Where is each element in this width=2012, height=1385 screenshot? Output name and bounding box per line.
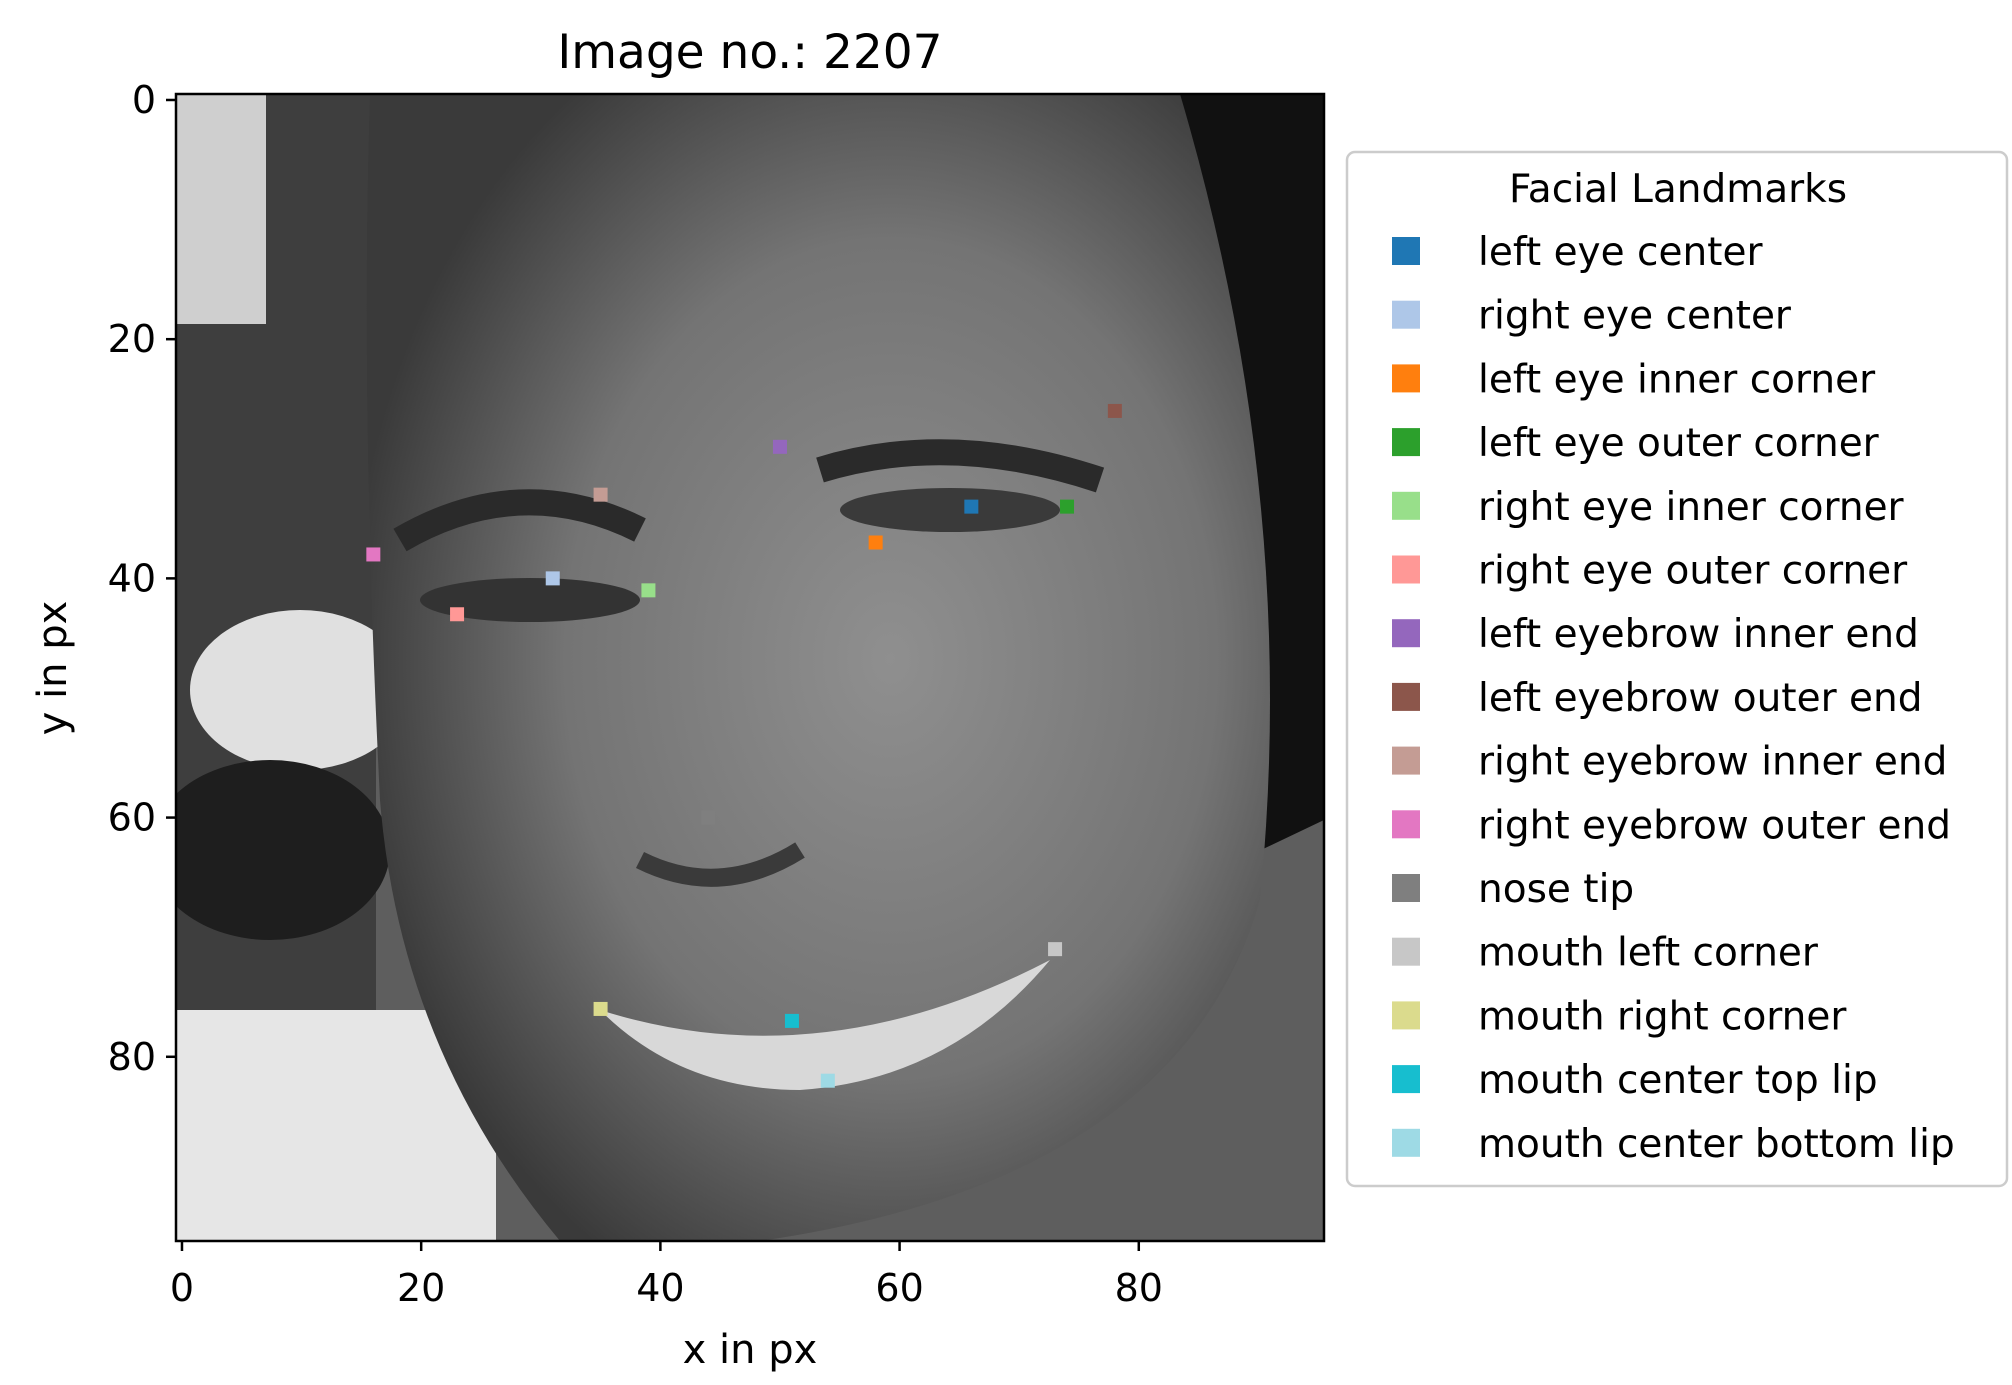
legend-box — [1345, 150, 2009, 1188]
legend-swatch — [1392, 1001, 1420, 1030]
legend-entry-label: mouth left corner — [1478, 931, 1819, 976]
legend-swatch — [1392, 428, 1420, 457]
legend-swatch — [1392, 1128, 1420, 1157]
legend-entry-label: right eyebrow outer end — [1478, 803, 1951, 848]
legend-swatch — [1392, 300, 1420, 329]
landmark-points — [366, 403, 1122, 1088]
y-axis-label: y in px — [30, 601, 76, 736]
landmark-point — [545, 571, 560, 586]
landmark-point — [1048, 942, 1063, 957]
landmark-point — [593, 487, 608, 502]
landmark-point — [366, 547, 381, 562]
legend-swatch — [1392, 491, 1420, 520]
landmark-point — [964, 499, 979, 514]
legend-swatch — [1392, 682, 1420, 711]
legend-entry-label: right eye center — [1478, 294, 1792, 339]
chart-title: Image no.: 2207 — [557, 25, 942, 80]
legend: Facial Landmarks left eye center right ey… — [1345, 150, 2009, 1188]
legend-swatch — [1392, 810, 1420, 839]
legend-entry-label: left eyebrow inner end — [1478, 612, 1919, 657]
y-tick-label: 20 — [108, 317, 156, 361]
legend-swatch — [1392, 746, 1420, 775]
y-tick-label: 80 — [108, 1035, 156, 1079]
legend-swatch — [1392, 555, 1420, 584]
x-tick-label: 0 — [170, 1266, 194, 1310]
legend-entry-label: mouth right corner — [1478, 994, 1847, 1039]
legend-entry-label: left eye center — [1478, 230, 1763, 275]
landmark-point — [1060, 499, 1075, 514]
x-tick-label: 80 — [1115, 1266, 1163, 1310]
y-tick-label: 60 — [108, 796, 156, 840]
legend-swatch — [1392, 619, 1420, 648]
x-tick-label: 40 — [636, 1266, 684, 1310]
legend-title: Facial Landmarks — [1509, 167, 1847, 212]
legend-swatch — [1392, 237, 1420, 265]
legend-entry-label: right eye outer corner — [1478, 549, 1908, 594]
legend-entry-label: nose tip — [1478, 867, 1634, 912]
landmark-point — [593, 1001, 608, 1016]
face-photo — [176, 94, 1324, 1241]
x-tick-label: 60 — [875, 1266, 923, 1310]
legend-entry-label: left eyebrow outer end — [1478, 676, 1922, 721]
landmark-point — [820, 1073, 835, 1088]
legend-swatch — [1392, 874, 1420, 902]
legend-entry-label: mouth center bottom lip — [1478, 1122, 1955, 1167]
legend-swatch — [1392, 1065, 1420, 1094]
legend-swatch — [1392, 364, 1420, 393]
landmark-point — [641, 583, 656, 598]
y-tick-label: 0 — [132, 78, 156, 122]
landmark-point — [701, 810, 716, 825]
plot-frame — [174, 92, 1326, 1243]
landmark-point — [772, 439, 787, 454]
axis-ticks: 0 20 40 60 80 0 20 40 60 80 — [108, 78, 1163, 1310]
landmark-point — [1107, 403, 1122, 418]
legend-entry-label: mouth center top lip — [1478, 1058, 1878, 1103]
x-axis-label: x in px — [683, 1327, 818, 1373]
landmark-point — [784, 1013, 799, 1028]
legend-entry-label: right eye inner corner — [1478, 485, 1905, 530]
legend-entry-label: left eye outer corner — [1478, 421, 1880, 466]
y-tick-label: 40 — [108, 556, 156, 600]
legend-entry-label: right eyebrow inner end — [1478, 740, 1947, 785]
landmark-point — [450, 607, 465, 622]
landmark-point — [868, 535, 883, 550]
legend-swatch — [1392, 937, 1420, 966]
legend-entry-label: left eye inner corner — [1478, 357, 1876, 402]
x-tick-label: 20 — [397, 1266, 445, 1310]
